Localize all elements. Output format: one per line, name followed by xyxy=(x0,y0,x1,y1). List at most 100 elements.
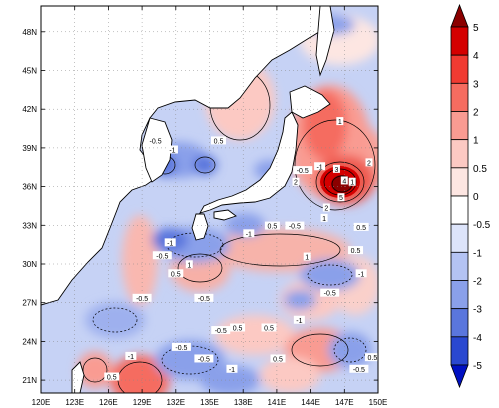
lon-tick-label: 138E xyxy=(234,398,253,407)
contour-label-bg xyxy=(364,353,380,362)
contour-label: -0.5 xyxy=(198,296,210,303)
contour-label: 0.5 xyxy=(273,356,283,363)
colorbar: 5 4 3 2 1 0.5 0 -0.5 -1 -2 -3 -4 -5 xyxy=(450,3,491,389)
colorbar-box xyxy=(450,54,469,84)
colorbar-min-triangle xyxy=(450,364,469,389)
lon-tick-label: 141E xyxy=(268,398,287,407)
lat-tick-label: 48N xyxy=(22,28,37,37)
contour-label: 1 xyxy=(322,216,326,223)
contour-label-bg xyxy=(355,269,367,278)
colorbar-level-label: -3 xyxy=(473,305,482,316)
contour-label-bg xyxy=(104,372,120,381)
contour-label-bg xyxy=(285,221,305,230)
contour-label: 1 xyxy=(187,262,191,269)
contour-label: -1 xyxy=(296,318,302,325)
graticule xyxy=(41,6,378,393)
contour-label: 3 xyxy=(334,167,338,174)
lat-tick-label: 36N xyxy=(22,183,37,192)
contour-label: -1 xyxy=(358,271,364,278)
colorbar-level-label: -4 xyxy=(473,333,482,344)
colorbar-box xyxy=(450,139,469,169)
lat-tick-label: 33N xyxy=(22,221,37,230)
contour-label-bg xyxy=(337,193,345,202)
contour-label: 0.5 xyxy=(268,224,278,231)
contour-label-bg xyxy=(353,222,369,231)
contour-label-bg xyxy=(210,136,226,145)
contour-label-bg xyxy=(171,342,191,351)
contour-label: -0.5 xyxy=(198,356,210,363)
contour-label-bg xyxy=(146,136,166,145)
contour-label: 1 xyxy=(305,255,309,262)
contour-label: 0.5 xyxy=(368,355,378,362)
contour-label-bg xyxy=(194,293,214,302)
contour-label-bg xyxy=(230,323,246,332)
colorbar-level-label: -0.5 xyxy=(473,220,491,231)
contour-label: -1 xyxy=(128,354,134,361)
contour-label-bg xyxy=(348,246,364,255)
land xyxy=(41,6,335,393)
contour-label-bg xyxy=(365,158,373,167)
colorbar-level-label: 0 xyxy=(473,192,479,203)
colorbar-box xyxy=(450,26,469,56)
longitude-axis: 120E 123E 126E 129E 132E 135E 138E 141E 144E 147E… xyxy=(32,6,388,407)
colorbar-max-triangle xyxy=(450,3,469,28)
contour-label: 2 xyxy=(324,206,328,213)
contour-label-bg xyxy=(194,354,214,363)
contour-label-bg xyxy=(261,323,277,332)
lat-tick-label: 39N xyxy=(22,144,37,153)
colorbar-level-label: 5 xyxy=(473,23,479,34)
contour-label: 0.5 xyxy=(233,326,243,333)
colorbar-level-label: -1 xyxy=(473,248,482,259)
contour-label-bg xyxy=(348,177,356,186)
contour-label: -0.5 xyxy=(353,367,365,374)
contour-label-bg xyxy=(349,364,369,373)
contour-label-bg xyxy=(332,164,340,173)
contour-label-bg xyxy=(322,203,330,212)
lon-tick-label: 147E xyxy=(335,398,354,407)
contour-label: 0.5 xyxy=(107,375,117,382)
contour-label-bg xyxy=(320,288,340,297)
contour-label: -1 xyxy=(316,164,322,171)
lon-tick-label: 135E xyxy=(200,398,219,407)
colorbar-box xyxy=(450,336,469,366)
colorbar-level-label: -2 xyxy=(473,277,482,288)
contour-label-bg xyxy=(168,269,184,278)
contour-label: 0.5 xyxy=(171,271,181,278)
contour-label-bg xyxy=(340,176,348,185)
contour-label-bg xyxy=(264,221,280,230)
contour-label: -0.5 xyxy=(289,224,301,231)
contour-label-bg xyxy=(293,315,305,324)
lon-tick-label: 132E xyxy=(166,398,185,407)
contour-label-bg xyxy=(226,364,238,373)
colorbar-box xyxy=(450,82,469,112)
contour-label: 0.5 xyxy=(264,326,274,333)
colorbar-level-label: 1 xyxy=(473,136,479,147)
contour-label: -0.5 xyxy=(136,296,148,303)
colorbar-level-label: 4 xyxy=(473,51,479,62)
contour-label-bg xyxy=(152,251,172,260)
lat-tick-label: 45N xyxy=(22,67,37,76)
colorbar-level-label: 2 xyxy=(473,108,479,119)
contour-label-bg xyxy=(303,252,311,261)
contour-label: -0.5 xyxy=(156,253,168,260)
contour-label: 5 xyxy=(339,195,343,202)
contour-label: -0.5 xyxy=(150,138,162,145)
contour-label-bg xyxy=(270,354,286,363)
contour-label: 2 xyxy=(367,160,371,167)
contour-label: 4 xyxy=(342,178,346,185)
lon-tick-label: 120E xyxy=(32,398,51,407)
lat-tick-label: 30N xyxy=(22,260,37,269)
colorbar-box xyxy=(450,308,469,338)
contour-label: 2 xyxy=(294,180,298,187)
contour-label-bg xyxy=(243,229,255,238)
lon-tick-label: 150E xyxy=(369,398,388,407)
contour-label: -0.5 xyxy=(297,168,309,175)
colorbar-box xyxy=(450,223,469,253)
lat-tick-label: 21N xyxy=(22,376,37,385)
lat-tick-label: 24N xyxy=(22,337,37,346)
contour-label: 0.5 xyxy=(214,138,224,145)
colorbar-box xyxy=(450,195,469,225)
contour-label-bg xyxy=(336,117,344,126)
